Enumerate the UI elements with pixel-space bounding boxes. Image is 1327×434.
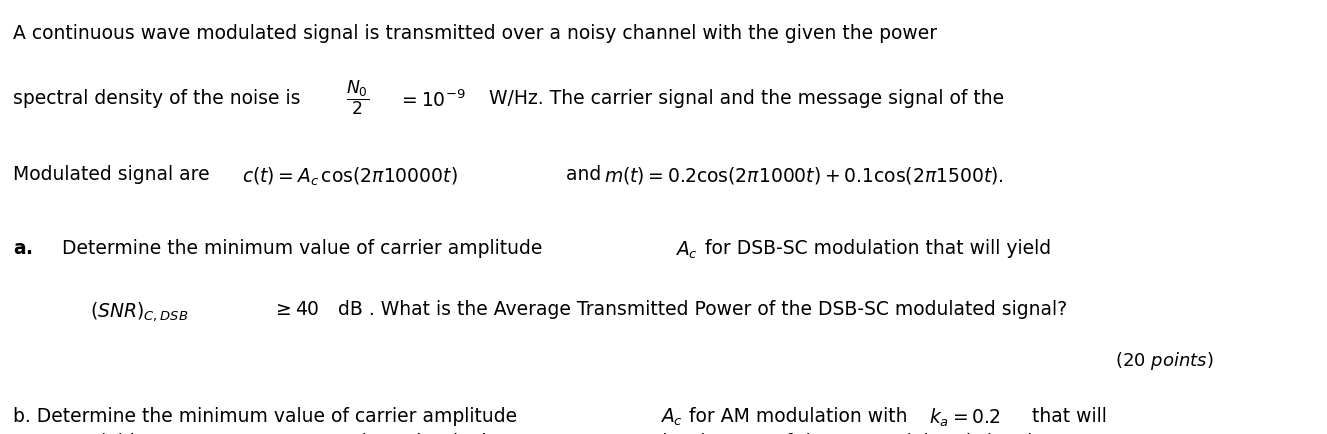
Text: $\left(SNR\right)_{C,DSB}$: $\left(SNR\right)_{C,DSB}$ xyxy=(90,299,188,322)
Text: Modulated signal are: Modulated signal are xyxy=(13,165,216,184)
Text: W/Hz. The carrier signal and the message signal of the: W/Hz. The carrier signal and the message… xyxy=(483,89,1005,108)
Text: $c(t) = A_c\,\cos\!\left(2\pi 10000t\right)$: $c(t) = A_c\,\cos\!\left(2\pi 10000t\rig… xyxy=(242,165,458,187)
Text: for DSB-SC modulation that will yield: for DSB-SC modulation that will yield xyxy=(699,239,1051,258)
Text: for AM modulation with: for AM modulation with xyxy=(683,406,914,425)
Text: $A_c$: $A_c$ xyxy=(660,406,682,427)
Text: b. Determine the minimum value of carrier amplitude: b. Determine the minimum value of carrie… xyxy=(13,406,523,425)
Text: $m(t) = 0.2\mathrm{cos}(2\pi 1000t) + 0.1\mathrm{cos}(2\pi 1500t).$: $m(t) = 0.2\mathrm{cos}(2\pi 1000t) + 0.… xyxy=(604,165,1003,186)
Text: dB . What is the Average Transmitted Power of the DSB-SC modulated signal?: dB . What is the Average Transmitted Pow… xyxy=(332,299,1067,319)
Text: yield: yield xyxy=(90,432,141,434)
Text: dB . What is the Average Transmitted Power of the AM modulated signal?: dB . What is the Average Transmitted Pow… xyxy=(349,432,1043,434)
Text: and: and xyxy=(560,165,608,184)
Text: $\geq 40$: $\geq 40$ xyxy=(289,432,337,434)
Text: $= 10^{-9}$: $= 10^{-9}$ xyxy=(398,89,466,110)
Text: that will: that will xyxy=(1026,406,1107,425)
Text: $(20\ \mathit{points})$: $(20\ \mathit{points})$ xyxy=(1115,349,1213,372)
Text: A continuous wave modulated signal is transmitted over a noisy channel with the : A continuous wave modulated signal is tr… xyxy=(13,24,937,43)
Text: Determine the minimum value of carrier amplitude: Determine the minimum value of carrier a… xyxy=(56,239,548,258)
Text: $\geq 40$: $\geq 40$ xyxy=(272,299,320,319)
Text: $\left(SNR\right)_{C,AM}$: $\left(SNR\right)_{C,AM}$ xyxy=(142,432,234,434)
Text: spectral density of the noise is: spectral density of the noise is xyxy=(13,89,307,108)
Text: $k_a = 0.2$: $k_a = 0.2$ xyxy=(929,406,1001,428)
Text: $\dfrac{N_0}{2}$: $\dfrac{N_0}{2}$ xyxy=(346,78,370,116)
Text: $A_c$: $A_c$ xyxy=(675,239,698,260)
Text: $\mathbf{a.}$: $\mathbf{a.}$ xyxy=(13,239,33,258)
